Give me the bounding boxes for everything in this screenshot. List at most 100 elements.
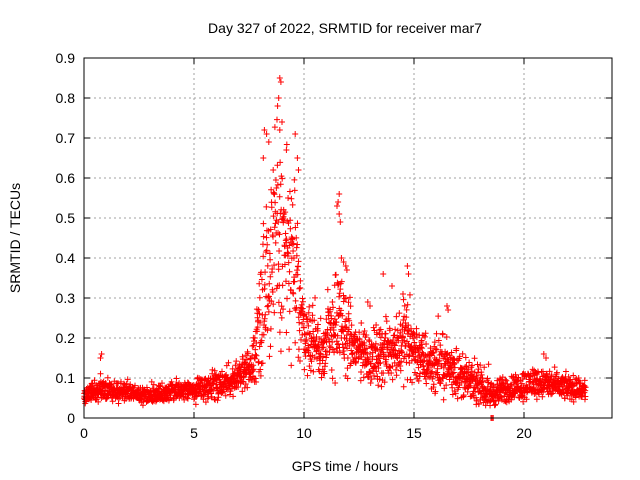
data-point (268, 204, 275, 211)
data-point (156, 383, 163, 390)
data-point (273, 285, 280, 292)
data-point (423, 380, 430, 387)
data-point (289, 201, 296, 208)
data-point (475, 366, 482, 373)
data-point (388, 370, 395, 377)
data-point (103, 395, 110, 402)
data-point (343, 267, 350, 273)
data-point (295, 258, 302, 265)
data-point (444, 303, 450, 309)
data-point (378, 383, 385, 390)
data-point (337, 307, 344, 314)
data-point (418, 344, 425, 351)
data-point (432, 370, 439, 377)
data-point (336, 191, 343, 197)
data-point (448, 366, 455, 373)
data-point (429, 368, 436, 375)
data-point (487, 397, 494, 404)
data-point (471, 355, 478, 362)
data-point (413, 325, 420, 332)
data-point (271, 309, 278, 316)
data-point (266, 250, 273, 257)
data-point (328, 315, 335, 322)
data-point (292, 131, 299, 137)
axis-ticks (83, 57, 612, 419)
data-point (366, 338, 373, 345)
data-point (441, 385, 448, 392)
data-point (451, 387, 458, 394)
data-point (201, 376, 208, 383)
data-point (233, 358, 240, 365)
data-point (123, 380, 130, 387)
data-point (344, 375, 351, 382)
data-point (503, 377, 510, 384)
data-point (518, 380, 525, 387)
data-point (280, 306, 287, 313)
data-point (299, 298, 306, 305)
data-point (411, 369, 418, 376)
data-point (474, 369, 481, 376)
data-point (445, 307, 452, 313)
data-point (272, 239, 279, 246)
data-point (372, 340, 379, 347)
data-point (384, 338, 391, 345)
data-point (400, 334, 407, 341)
data-point (334, 203, 340, 209)
data-point (309, 312, 316, 319)
data-point (263, 203, 270, 210)
data-point (399, 348, 406, 355)
data-point (356, 329, 363, 336)
data-point (390, 337, 397, 344)
data-point (279, 282, 286, 289)
data-points (81, 75, 589, 421)
data-point (333, 319, 340, 326)
data-point (274, 103, 281, 109)
data-point (288, 195, 295, 202)
data-point (400, 296, 407, 303)
data-point (431, 339, 438, 346)
data-point (449, 370, 456, 377)
data-point (329, 338, 336, 345)
x-tick-label: 0 (80, 425, 88, 441)
data-point (570, 372, 577, 379)
data-point (435, 337, 442, 344)
data-point (257, 319, 264, 326)
data-point (262, 269, 269, 276)
data-point (255, 306, 262, 313)
data-point (519, 376, 526, 383)
data-point (330, 304, 337, 311)
data-point (275, 229, 282, 236)
data-point (411, 339, 418, 346)
data-point (450, 369, 457, 376)
data-point (338, 255, 345, 261)
data-point (264, 303, 271, 310)
data-point (274, 162, 281, 169)
data-point (491, 402, 498, 409)
data-point (272, 199, 279, 206)
data-point (157, 383, 164, 390)
data-point (324, 286, 331, 293)
data-point (239, 378, 246, 385)
data-point (570, 398, 577, 405)
data-point (437, 342, 444, 349)
data-point (396, 310, 403, 317)
data-point (415, 364, 422, 371)
data-point (474, 361, 481, 368)
data-point (453, 345, 460, 352)
data-point (346, 317, 353, 324)
data-point (267, 343, 274, 350)
data-point (258, 337, 265, 344)
data-point (381, 379, 388, 386)
data-point (287, 225, 294, 232)
data-point (305, 344, 312, 351)
y-tick-label: 0.4 (56, 250, 76, 266)
data-point (285, 195, 292, 202)
data-point (481, 364, 488, 371)
data-point (289, 241, 296, 248)
plot-frame (83, 57, 613, 419)
data-point (282, 209, 289, 216)
y-tick-label: 0.8 (56, 90, 76, 106)
data-point (332, 271, 339, 278)
y-axis-label: SRMTID / TECUs (7, 183, 23, 293)
data-point (270, 213, 277, 220)
